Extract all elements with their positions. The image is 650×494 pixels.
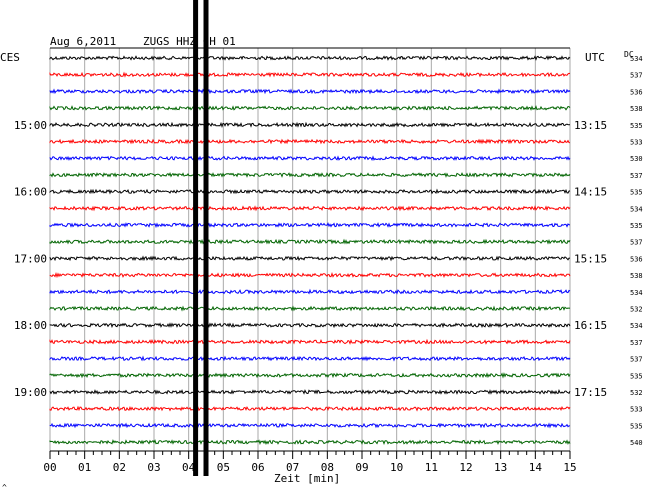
minute-grid — [49, 48, 571, 451]
dc-value: 535 — [630, 222, 643, 230]
dc-value: 533 — [630, 406, 643, 414]
right-hour-label: 13:15 — [574, 119, 607, 132]
x-tick-label: 03 — [147, 461, 160, 474]
dc-value: 538 — [630, 105, 643, 113]
right-hour-label: 17:15 — [574, 386, 607, 399]
x-tick-label: 14 — [529, 461, 543, 474]
trace-row-0 — [49, 55, 571, 61]
trace-row-13 — [49, 272, 571, 279]
left-hour-label: 17:00 — [14, 252, 47, 265]
trace-row-5 — [49, 138, 571, 145]
dc-value: 540 — [630, 439, 643, 447]
dc-value: 537 — [630, 172, 643, 180]
right-hour-label: 15:15 — [574, 252, 607, 265]
dc-value: 537 — [630, 72, 643, 80]
dc-value: 535 — [630, 422, 643, 430]
x-tick-label: 10 — [390, 461, 403, 474]
dc-value: 536 — [630, 88, 643, 96]
trace-row-2 — [49, 88, 571, 95]
right-hour-labels: 13:15 14:15 15:15 16:15 17:15 — [574, 119, 607, 399]
dc-value: 532 — [630, 306, 643, 314]
trace-row-15 — [49, 305, 571, 312]
dc-value: 533 — [630, 139, 643, 147]
left-hour-label: 19:00 — [14, 386, 47, 399]
header-station: ZUGS HHZ CH 01 — [143, 35, 236, 48]
x-tick-label: 07 — [286, 461, 299, 474]
dc-value: 530 — [630, 155, 643, 163]
dc-value: 534 — [630, 289, 643, 297]
event-marker-0 — [193, 0, 199, 476]
x-tick-label: 05 — [217, 461, 230, 474]
trace-row-12 — [49, 255, 570, 262]
trace-row-18 — [49, 355, 571, 362]
x-tick-label: 15 — [563, 461, 576, 474]
corner-mark: ^ — [2, 483, 7, 492]
dc-column-header: DC — [624, 50, 634, 59]
dc-value: 537 — [630, 356, 643, 364]
dc-value: 535 — [630, 372, 643, 380]
right-timezone-label: UTC — [585, 51, 605, 64]
x-tick-label: 06 — [251, 461, 264, 474]
x-tick-label: 12 — [459, 461, 472, 474]
dc-value: 534 — [630, 55, 643, 63]
left-timezone-label: CES — [0, 51, 20, 64]
x-tick-label: 13 — [494, 461, 507, 474]
trace-rows — [49, 55, 571, 446]
trace-row-17 — [49, 338, 571, 345]
x-tick-label: 02 — [113, 461, 126, 474]
x-tick-label: 09 — [355, 461, 368, 474]
right-hour-label: 16:15 — [574, 319, 607, 332]
left-hour-label: 18:00 — [14, 319, 47, 332]
trace-row-8 — [49, 188, 571, 195]
left-hour-labels: 15:00 16:00 17:00 18:00 19:00 — [14, 119, 47, 399]
trace-row-22 — [49, 422, 571, 429]
x-axis-title: Zeit [min] — [274, 472, 340, 485]
trace-row-3 — [49, 105, 571, 111]
x-tick-label: 11 — [425, 461, 438, 474]
trace-row-9 — [49, 205, 571, 212]
dc-value: 534 — [630, 322, 643, 330]
dc-value: 536 — [630, 255, 643, 263]
left-hour-label: 16:00 — [14, 186, 47, 199]
event-marker-1 — [203, 0, 209, 476]
x-tick-label: 00 — [43, 461, 56, 474]
trace-row-7 — [49, 171, 571, 178]
x-tick-label: 04 — [182, 461, 196, 474]
event-markers — [193, 0, 209, 476]
dc-value: 537 — [630, 339, 643, 347]
x-tick-label: 08 — [321, 461, 334, 474]
trace-row-1 — [49, 71, 570, 78]
trace-row-16 — [49, 322, 571, 329]
dc-value: 535 — [630, 189, 643, 197]
dc-value: 534 — [630, 205, 643, 213]
trace-row-6 — [49, 155, 571, 162]
trace-row-11 — [49, 238, 571, 245]
trace-row-23 — [49, 439, 571, 446]
dc-value-column: 534 537 536 538 535 533 530 537 535 534 535 537 536 5… — [630, 55, 643, 447]
trace-row-4 — [49, 121, 571, 128]
dc-value: 532 — [630, 389, 643, 397]
x-axis-ticks: 00 01 02 03 04 05 06 07 08 09 10 11 12 13 14 15 — [43, 451, 577, 474]
trace-row-21 — [49, 405, 571, 412]
trace-row-10 — [49, 222, 571, 229]
trace-row-20 — [49, 389, 571, 395]
trace-row-19 — [49, 372, 571, 379]
header-date: Aug 6,2011 — [50, 35, 116, 48]
x-tick-label: 01 — [78, 461, 91, 474]
trace-row-14 — [49, 288, 571, 295]
dc-value: 537 — [630, 239, 643, 247]
dc-value: 538 — [630, 272, 643, 280]
left-hour-label: 15:00 — [14, 119, 47, 132]
right-hour-label: 14:15 — [574, 186, 607, 199]
dc-value: 535 — [630, 122, 643, 130]
